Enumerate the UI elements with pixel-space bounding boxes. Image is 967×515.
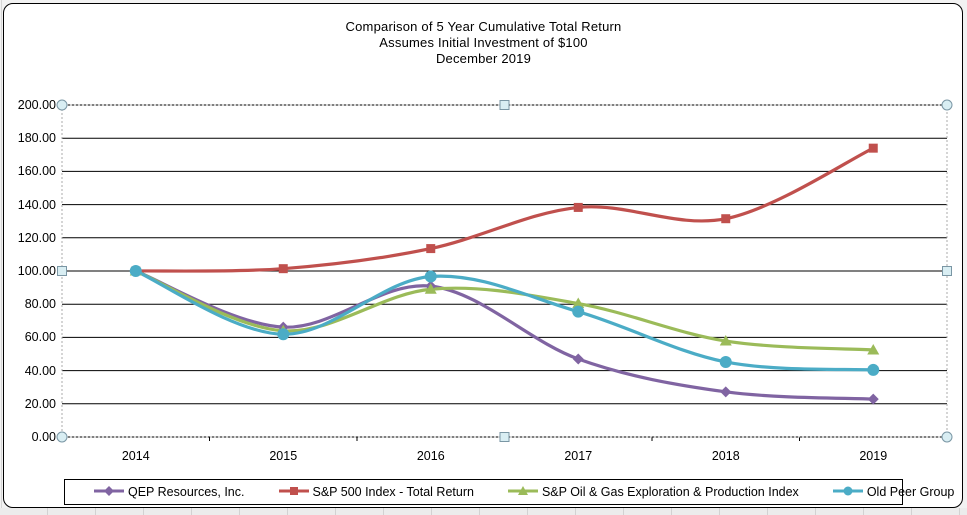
legend-marker-square-icon — [289, 486, 298, 495]
legend-swatch-triangle-icon — [507, 484, 542, 501]
legend-item-sp500[interactable]: S&P 500 Index - Total Return — [278, 484, 474, 501]
y-tick-label: 0.00 — [31, 430, 56, 444]
x-tick-label: 2017 — [564, 449, 593, 463]
x-tick-label: 2014 — [121, 449, 150, 463]
legend-swatch-diamond-icon — [93, 484, 128, 501]
data-point-marker[interactable] — [868, 143, 878, 153]
legend-swatch — [94, 485, 124, 496]
selection-handle-mid[interactable] — [942, 266, 952, 276]
x-tick-label: 2018 — [711, 449, 740, 463]
y-tick-label: 140.00 — [17, 197, 56, 212]
chart-title-line1: Comparison of 5 Year Cumulative Total Re… — [345, 19, 622, 34]
legend-marker-triangle-icon — [517, 485, 528, 495]
data-point-marker[interactable] — [719, 355, 732, 368]
legend-swatch-square-icon — [278, 484, 313, 501]
series-line-qep-resources-inc[interactable] — [134, 269, 875, 401]
legend[interactable]: QEP Resources, Inc. S&P 500 Index - Tota… — [64, 479, 954, 505]
data-point-marker[interactable] — [721, 214, 731, 224]
x-tick-label: 2019 — [859, 449, 888, 463]
selection-handle-mid[interactable] — [499, 432, 510, 442]
y-tick-label: 100.00 — [17, 264, 56, 278]
data-point-marker[interactable] — [572, 353, 584, 365]
legend-item-sp-oil-gas-index[interactable]: S&P Oil & Gas Exploration & Production I… — [507, 484, 799, 501]
legend-item-qep-resources[interactable]: QEP Resources, Inc. — [93, 484, 245, 501]
legend-label: Old Peer Group — [866, 485, 955, 499]
x-tick-label: 2016 — [416, 449, 445, 463]
legend-swatch — [278, 486, 309, 495]
data-point-marker[interactable] — [867, 393, 879, 405]
worksheet-column-strip — [0, 508, 967, 515]
data-point-marker[interactable] — [278, 264, 288, 274]
data-point-marker[interactable] — [867, 363, 880, 376]
y-tick-label: 200.00 — [17, 98, 56, 112]
data-point-marker[interactable] — [572, 297, 585, 309]
legend-label: QEP Resources, Inc. — [128, 485, 245, 499]
y-tick-label: 80.00 — [24, 297, 56, 312]
selection-handle-mid[interactable] — [499, 100, 510, 110]
series-line-s-p-oil-gas-exploration-production-index[interactable] — [134, 269, 875, 352]
chart-title-line3: December 2019 — [435, 51, 532, 66]
data-point-marker[interactable] — [573, 202, 583, 212]
y-tick-label: 20.00 — [24, 396, 56, 411]
y-tick-label: 60.00 — [24, 330, 56, 345]
selection-handle-corner[interactable] — [941, 431, 953, 443]
legend-label: S&P Oil & Gas Exploration & Production I… — [541, 485, 799, 499]
series-line-s-p-500-index-total-return[interactable] — [134, 146, 875, 273]
series-line-old-peer-group[interactable] — [134, 269, 875, 372]
data-point-marker[interactable] — [867, 344, 880, 355]
worksheet-gridline — [1, 0, 2, 515]
legend-marker-circle-icon — [843, 486, 853, 495]
y-tick-label: 160.00 — [17, 164, 56, 179]
data-point-marker[interactable] — [719, 335, 732, 346]
chart-frame[interactable] — [3, 3, 963, 508]
selection-handle-corner[interactable] — [941, 99, 953, 111]
chart-title-line2: Assumes Initial Investment of $100 — [379, 35, 588, 50]
y-tick-label: 180.00 — [17, 131, 56, 146]
legend-item-old-peer-group[interactable]: Old Peer Group — [832, 484, 955, 501]
data-point-marker[interactable] — [572, 305, 585, 318]
selection-handle-corner[interactable] — [56, 99, 68, 111]
data-point-marker[interactable] — [426, 244, 436, 254]
data-point-marker[interactable] — [129, 265, 142, 277]
legend-swatch — [832, 486, 863, 495]
legend-swatch-circle-icon — [832, 484, 867, 501]
legend-label: S&P 500 Index - Total Return — [312, 485, 474, 499]
selection-handle-mid[interactable] — [57, 266, 67, 276]
y-tick-label: 40.00 — [24, 363, 56, 378]
selection-handle-corner[interactable] — [56, 431, 68, 443]
data-point-marker[interactable] — [424, 283, 437, 294]
legend-marker-diamond-icon — [104, 485, 114, 496]
data-point-marker[interactable] — [277, 328, 290, 341]
data-point-marker[interactable] — [424, 270, 437, 283]
chart-title[interactable]: Comparison of 5 Year Cumulative Total Re… — [0, 19, 967, 67]
x-tick-label: 2015 — [269, 449, 298, 463]
y-tick-label: 120.00 — [17, 230, 56, 245]
legend-swatch — [507, 485, 538, 495]
data-point-marker[interactable] — [720, 386, 732, 398]
